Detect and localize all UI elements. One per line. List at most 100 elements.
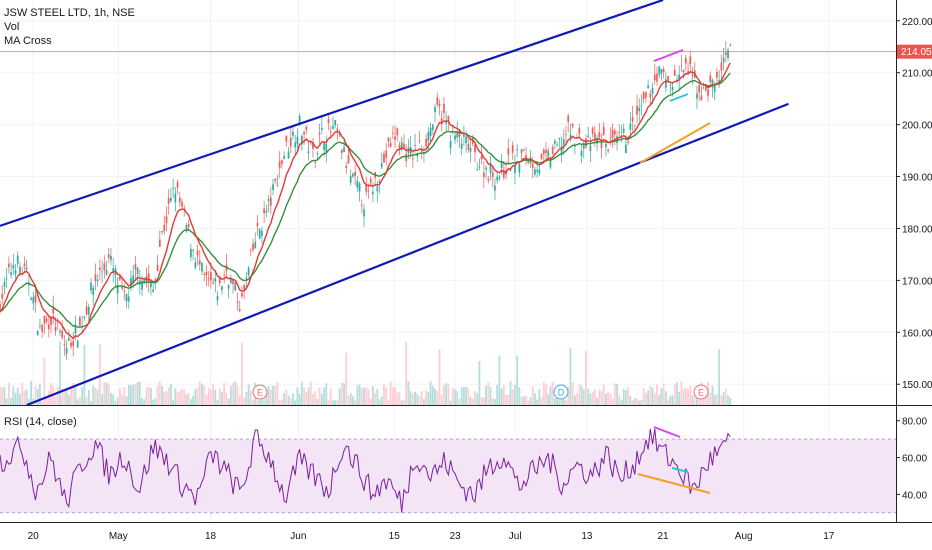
candle-body xyxy=(325,143,328,152)
volume-bar xyxy=(565,399,567,405)
volume-bar xyxy=(567,387,570,405)
channel-upper-trendline[interactable] xyxy=(0,0,664,227)
volume-bar xyxy=(123,386,126,405)
volume-bar xyxy=(371,386,374,405)
volume-bar xyxy=(261,396,263,405)
volume-bar xyxy=(307,387,310,405)
candle-body xyxy=(221,286,223,291)
volume-bar xyxy=(660,388,663,405)
volume-bar xyxy=(325,383,328,405)
volume-bar xyxy=(134,383,137,405)
volume-bar xyxy=(669,395,672,405)
price-axis[interactable]: 220.00 210.00 200.00 190.00 180.00 170.00 160.… xyxy=(896,17,932,391)
candle-body xyxy=(272,184,274,191)
event-marker-circle xyxy=(553,384,569,400)
volume-bar xyxy=(138,381,141,405)
candle-body xyxy=(573,145,576,147)
candle-body xyxy=(502,169,505,178)
volume-bar xyxy=(316,398,319,405)
candle-body xyxy=(474,144,476,153)
volume-bar xyxy=(303,387,305,405)
candle-body xyxy=(571,123,574,127)
volume-bar xyxy=(276,381,279,405)
rsi-axis[interactable]: 80.00 60.00 40.00 xyxy=(896,417,927,502)
volume-indicator-label[interactable]: Vol xyxy=(4,21,20,33)
symbol-title[interactable]: JSW STEEL LTD, 1h, NSE xyxy=(4,7,135,19)
volume-bar xyxy=(338,388,341,405)
volume-bar xyxy=(514,384,516,405)
candle-body xyxy=(629,123,632,130)
candle-body xyxy=(196,250,199,256)
candle-body xyxy=(19,266,21,274)
channel-lower-trendline[interactable] xyxy=(26,102,789,407)
volume-bar xyxy=(607,391,610,405)
candle-body xyxy=(605,143,607,148)
candle-body xyxy=(39,326,41,328)
candle-body xyxy=(691,74,694,76)
volume-bar xyxy=(105,382,108,405)
candle-body xyxy=(118,276,121,280)
candle-body xyxy=(229,277,232,283)
candle-body xyxy=(96,279,99,282)
candle-body xyxy=(320,127,323,130)
candle-body xyxy=(316,153,319,155)
candle-body xyxy=(580,151,583,157)
time-axis[interactable]: 20 May 18 Jun 15 23 Jul 13 21 Aug 17 xyxy=(28,531,835,542)
volume-bar xyxy=(229,385,232,405)
volume-bar xyxy=(207,387,210,405)
candle-body xyxy=(443,104,445,113)
volume-bar xyxy=(98,344,101,405)
volume-bar xyxy=(609,393,612,405)
price-tick-label: 150.00 xyxy=(902,380,932,391)
candle-body xyxy=(47,324,50,330)
candle-body xyxy=(70,342,72,347)
rsi-tick-label: 80.00 xyxy=(902,417,927,428)
candle-body xyxy=(420,150,423,152)
candle-body xyxy=(371,191,374,195)
volume-bar xyxy=(622,388,625,405)
ma-cross-indicator-label[interactable]: MA Cross xyxy=(4,35,52,47)
trend-annotations[interactable] xyxy=(639,49,711,164)
candle-body xyxy=(649,93,652,98)
rsi-indicator-label[interactable]: RSI (14, close) xyxy=(4,416,77,428)
volume-bar xyxy=(587,388,590,405)
volume-bar xyxy=(620,399,623,405)
candle-body xyxy=(680,65,683,67)
volume-bar xyxy=(633,398,636,405)
volume-bar xyxy=(562,395,565,405)
candle-body xyxy=(249,249,252,251)
volume-bar xyxy=(280,399,283,405)
volume-bar xyxy=(25,389,28,405)
candle-body xyxy=(329,131,332,133)
candle-body xyxy=(283,155,286,160)
candle-body xyxy=(327,118,330,124)
volume-bar xyxy=(39,383,41,405)
candle-body xyxy=(418,141,421,143)
volume-bar xyxy=(354,399,357,405)
volume-bar xyxy=(480,397,483,405)
candle-body xyxy=(534,169,536,175)
volume-bar xyxy=(87,389,90,405)
volume-bar xyxy=(198,381,201,405)
rsi-trend-annotations[interactable] xyxy=(637,426,711,494)
volume-bar xyxy=(629,395,632,405)
volume-bar xyxy=(269,389,272,405)
volume-bar xyxy=(418,396,421,405)
volume-bar xyxy=(585,350,587,405)
candle-body xyxy=(547,150,550,157)
volume-bar xyxy=(709,392,712,405)
candle-body xyxy=(729,44,732,46)
volume-bar xyxy=(152,399,155,405)
candle-body xyxy=(54,327,57,332)
volume-bar xyxy=(223,383,226,405)
candle-body xyxy=(340,150,343,154)
orange-trendline xyxy=(639,122,711,164)
volume-bar xyxy=(19,393,21,405)
volume-bar xyxy=(716,394,718,405)
candle-body xyxy=(203,274,206,275)
candle-body xyxy=(414,145,416,146)
candle-body xyxy=(358,183,361,192)
candle-body xyxy=(187,224,190,227)
